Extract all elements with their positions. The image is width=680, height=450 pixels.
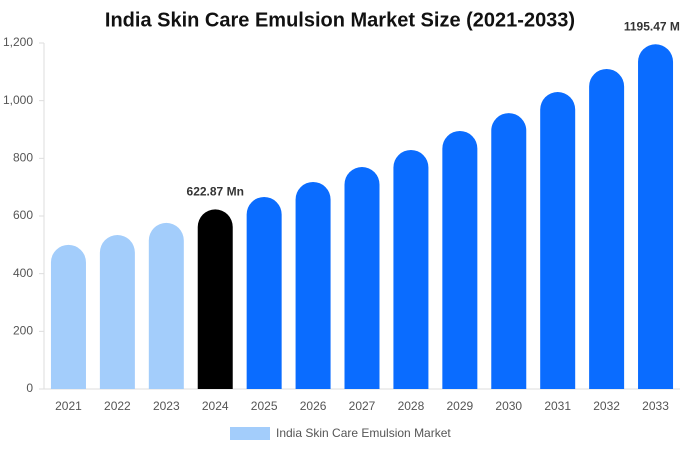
bar <box>638 44 674 389</box>
bar <box>197 209 233 389</box>
legend-swatch <box>230 427 270 440</box>
y-tick-label: 0 <box>26 381 33 395</box>
bar <box>148 222 184 389</box>
value-label: 622.87 Mn <box>187 185 244 199</box>
x-tick-label: 2023 <box>153 399 180 413</box>
x-tick-label: 2022 <box>104 399 131 413</box>
y-tick-label: 800 <box>13 151 33 165</box>
bar <box>99 235 135 389</box>
y-tick-label: 600 <box>13 208 33 222</box>
bar <box>491 113 527 389</box>
bar <box>295 181 331 389</box>
bar <box>540 92 576 390</box>
bar <box>344 166 380 389</box>
value-label: 1195.47 Mn <box>624 19 680 33</box>
x-tick-label: 2030 <box>495 399 522 413</box>
legend-label: India Skin Care Emulsion Market <box>276 426 451 440</box>
x-tick-label: 2027 <box>349 399 376 413</box>
chart-title: India Skin Care Emulsion Market Size (20… <box>105 9 575 31</box>
x-tick-label: 2031 <box>544 399 571 413</box>
x-tick-label: 2025 <box>251 399 278 413</box>
x-tick-label: 2032 <box>593 399 620 413</box>
bar <box>50 244 86 389</box>
x-tick-label: 2029 <box>446 399 473 413</box>
bar <box>246 196 282 389</box>
bar <box>589 68 625 389</box>
y-tick-label: 400 <box>13 266 33 280</box>
y-tick-label: 1,000 <box>3 93 33 107</box>
x-tick-label: 2028 <box>398 399 425 413</box>
x-tick-label: 2024 <box>202 399 229 413</box>
x-tick-label: 2021 <box>55 399 82 413</box>
bar <box>393 149 429 389</box>
x-tick-label: 2033 <box>642 399 669 413</box>
y-tick-label: 200 <box>13 324 33 338</box>
x-tick-label: 2026 <box>300 399 327 413</box>
bar <box>442 130 478 390</box>
y-tick-label: 1,200 <box>3 35 33 49</box>
